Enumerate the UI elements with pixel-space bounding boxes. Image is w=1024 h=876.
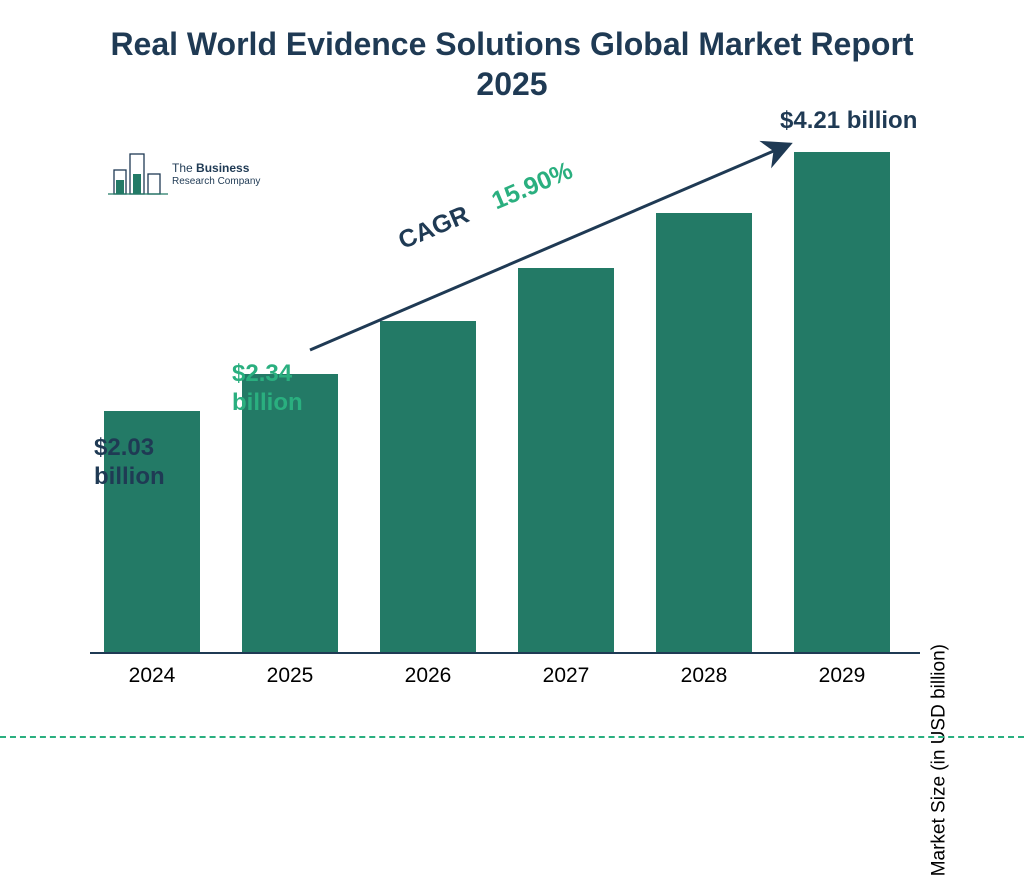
- chart-title: Real World Evidence Solutions Global Mar…: [0, 24, 1024, 104]
- x-axis: [90, 652, 920, 654]
- xlabel-2029: 2029: [794, 664, 890, 688]
- data-label-2024: $2.03 billion: [94, 434, 204, 492]
- xlabel-2028: 2028: [656, 664, 752, 688]
- y-axis-label: Market Size (in USD billion): [928, 644, 950, 876]
- xlabel-2026: 2026: [380, 664, 476, 688]
- bottom-divider: [0, 736, 1024, 738]
- x-labels: 2024 2025 2026 2027 2028 2029: [90, 658, 920, 690]
- xlabel-2027: 2027: [518, 664, 614, 688]
- xlabel-2024: 2024: [104, 664, 200, 688]
- xlabel-2025: 2025: [242, 664, 338, 688]
